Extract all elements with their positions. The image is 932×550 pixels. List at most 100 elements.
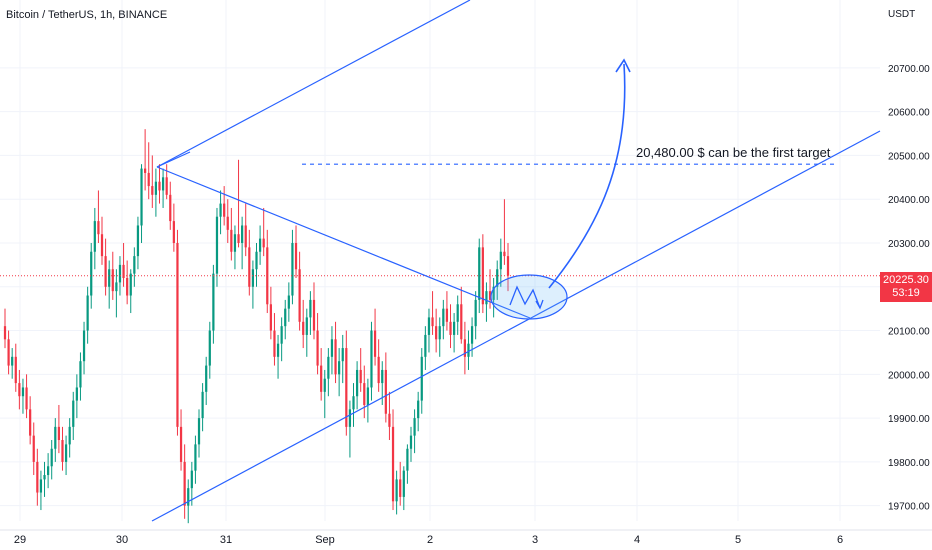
candle-body <box>122 264 125 279</box>
candle-body <box>359 369 362 384</box>
candle-body <box>449 321 452 335</box>
candle-body <box>284 308 287 327</box>
candle-body <box>158 181 161 191</box>
candle-body <box>445 308 449 322</box>
candles <box>3 129 510 524</box>
candle-body <box>345 348 348 427</box>
candle-body <box>406 448 409 471</box>
candle-body <box>302 321 305 335</box>
candle-body <box>64 444 68 462</box>
candle-body <box>93 221 96 252</box>
candle-body <box>179 426 183 462</box>
time-axis[interactable]: 29 30 31 Sep 2 3 4 5 6 <box>14 534 843 546</box>
y-tick-label: 20000.00 <box>888 370 930 381</box>
candle-body <box>226 216 229 230</box>
candle-body <box>431 317 434 327</box>
candle-body <box>54 426 57 449</box>
x-tick-label: 6 <box>837 534 843 546</box>
candle-body <box>36 461 39 493</box>
candle-body <box>467 343 470 357</box>
candle-body <box>165 177 168 195</box>
candle-body <box>391 426 395 502</box>
candle-body <box>442 308 445 327</box>
candle-body <box>474 299 477 327</box>
candle-body <box>136 225 140 257</box>
candle-body <box>492 286 495 300</box>
candle-body <box>32 435 35 462</box>
candle-body <box>161 177 165 191</box>
candle-body <box>377 356 380 384</box>
chart-grid <box>0 0 932 531</box>
channel-upper-line <box>156 0 471 168</box>
candle-body <box>183 461 186 506</box>
candle-body <box>485 291 488 305</box>
candle-body <box>201 391 204 419</box>
candle-body <box>241 225 244 243</box>
last-price-badge: 20225.30 53:19 <box>880 272 932 302</box>
candle-body <box>97 221 100 235</box>
candle-body <box>187 488 190 506</box>
candle-body <box>72 400 75 427</box>
candle-body <box>402 470 405 497</box>
candle-body <box>363 383 366 405</box>
candle-body <box>427 317 431 335</box>
projected-zigzag <box>509 285 541 309</box>
candle-body <box>190 470 193 489</box>
candle-body <box>11 356 14 366</box>
last-price-value: 20225.30 <box>883 274 929 286</box>
candle-body <box>384 369 387 414</box>
candle-body <box>50 448 53 467</box>
candle-body <box>488 291 492 300</box>
candle-body <box>338 361 341 375</box>
candle-body <box>370 330 373 388</box>
annotation-text: 20,480.00 $ can be the first target <box>636 145 831 160</box>
candle-body <box>496 269 499 287</box>
candle-body <box>452 321 456 335</box>
candle-body <box>276 343 280 357</box>
candle-body <box>219 203 222 217</box>
candle-body <box>75 387 78 401</box>
candle-body <box>126 278 129 296</box>
candle-body <box>255 251 258 270</box>
candle-body <box>129 273 132 296</box>
candle-body <box>341 348 344 362</box>
candle-body <box>258 238 262 252</box>
candle-body <box>176 242 179 427</box>
candle-body <box>57 426 61 441</box>
candle-body <box>25 387 28 410</box>
x-tick-label: 4 <box>634 534 640 546</box>
x-tick-label: 29 <box>14 534 26 546</box>
candle-body <box>144 168 147 173</box>
y-tick-label: 20500.00 <box>888 151 930 162</box>
candle-body <box>147 172 150 187</box>
candle-body <box>115 282 118 292</box>
candle-body <box>215 216 219 274</box>
candle-body <box>316 330 319 366</box>
drawing-overlays <box>0 0 881 522</box>
candle-body <box>79 361 82 388</box>
y-tick-label: 20600.00 <box>888 108 930 119</box>
chart-title: Bitcoin / TetherUS, 1h, BINANCE <box>6 9 168 21</box>
axis-currency-label: USDT <box>888 9 915 20</box>
y-tick-label: 19900.00 <box>888 414 930 425</box>
candle-body <box>172 221 175 243</box>
candle-body <box>237 234 240 243</box>
x-tick-label: Sep <box>315 534 335 546</box>
candle-body <box>140 168 143 226</box>
candle-body <box>194 444 197 471</box>
y-tick-label: 20300.00 <box>888 239 930 250</box>
candle-body <box>39 479 43 493</box>
candle-body <box>348 409 352 427</box>
candle-body <box>456 304 459 322</box>
curved-arrow-head <box>615 58 631 73</box>
candle-body <box>154 181 158 195</box>
x-tick-label: 3 <box>532 534 538 546</box>
candle-body <box>399 479 402 497</box>
candle-body <box>323 378 326 392</box>
candle-body <box>298 269 301 322</box>
candle-body <box>463 339 466 357</box>
candle-body <box>413 418 416 436</box>
candle-body <box>133 256 136 274</box>
candle-body <box>208 330 211 366</box>
